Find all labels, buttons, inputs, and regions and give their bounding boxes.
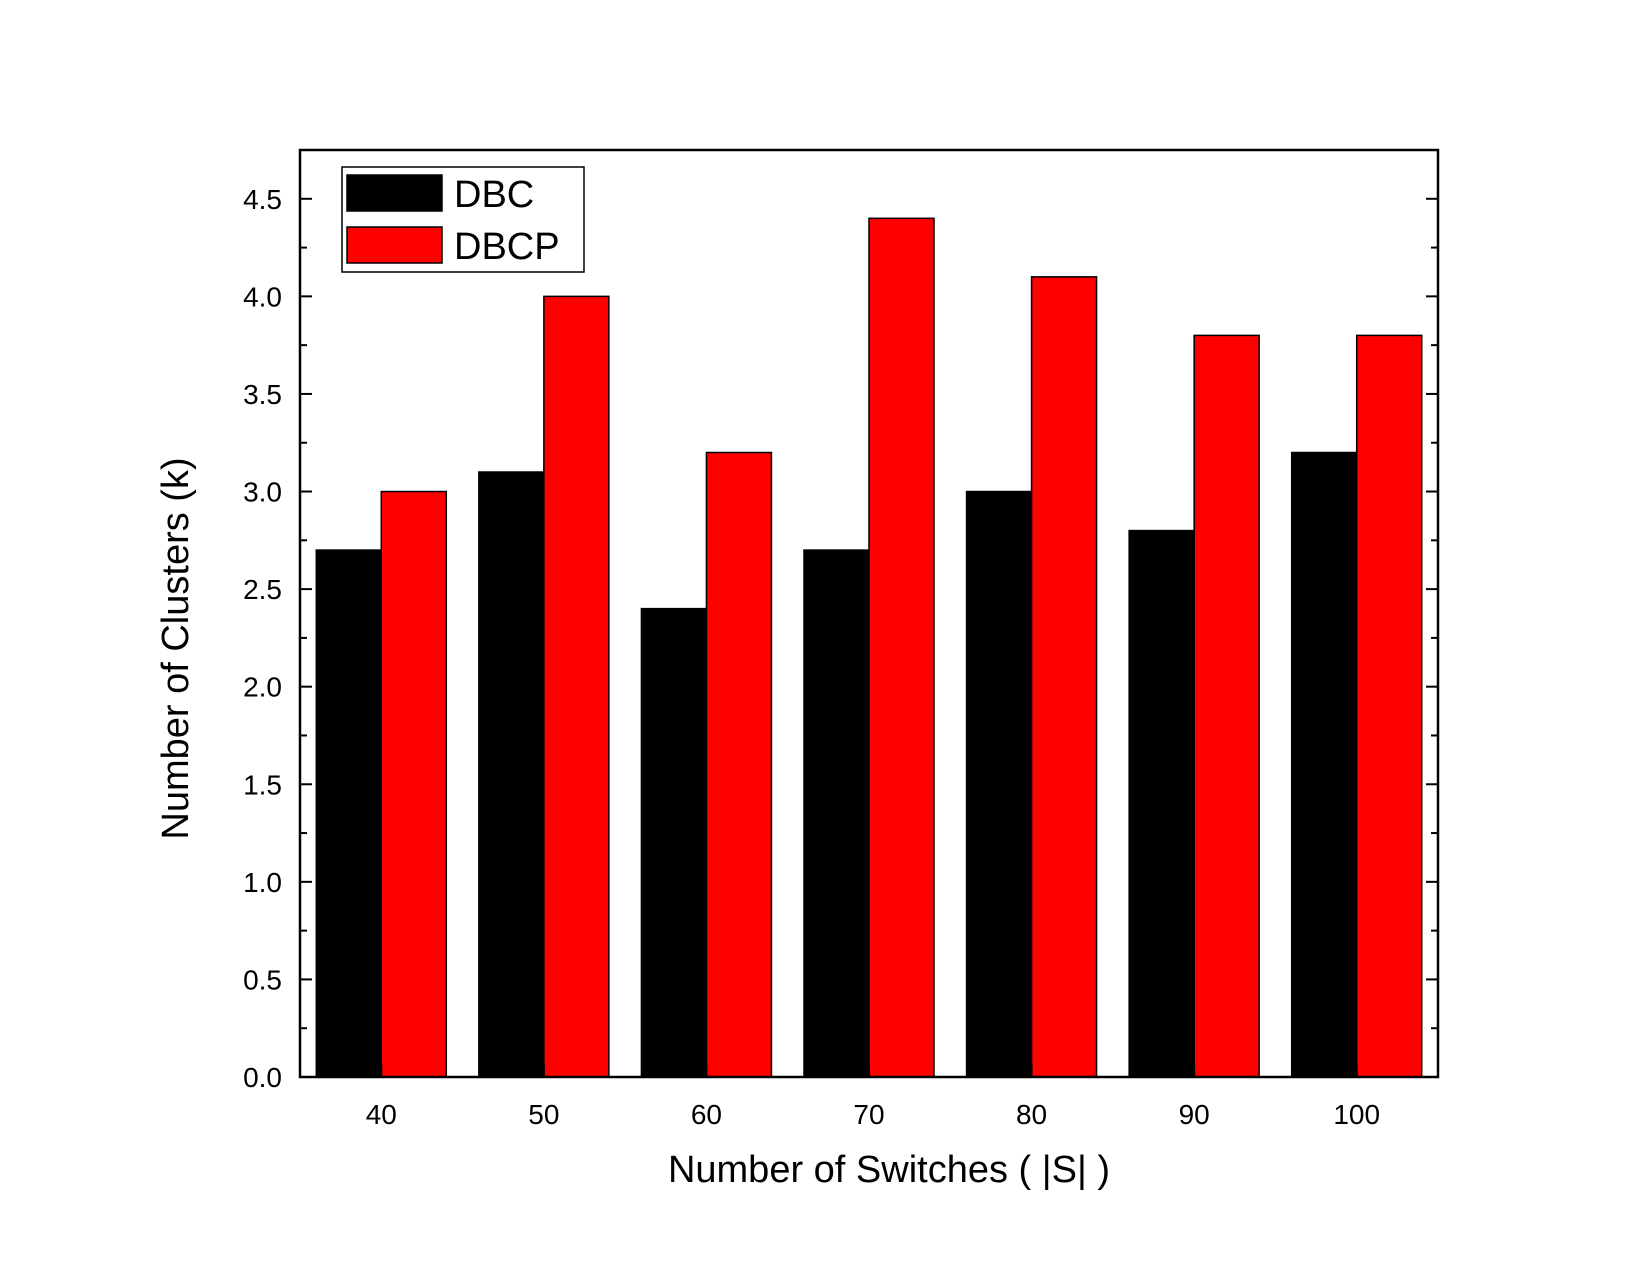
plot-frame bbox=[298, 148, 1440, 1079]
x-tick-label: 100 bbox=[1333, 1099, 1380, 1130]
y-tick-label: 2.0 bbox=[243, 672, 282, 703]
bar-dbcp-50 bbox=[543, 295, 610, 1078]
legend-label-dbc: DBC bbox=[454, 174, 534, 216]
x-axis: 40 50 60 70 80 90 100 bbox=[366, 1065, 1380, 1130]
y-tick-label: 3.5 bbox=[243, 379, 282, 410]
bar-dbc-90 bbox=[1128, 529, 1195, 1078]
x-axis-title: Number of Switches ( |S| ) bbox=[668, 1149, 1110, 1191]
y-axis: 0.0 0.5 1.0 1.5 2.0 2.5 3.0 3.5 4.0 4.5 bbox=[243, 149, 1438, 1093]
legend-swatch-dbc bbox=[346, 174, 443, 212]
bar-dbc-100 bbox=[1290, 451, 1358, 1078]
legend-label-dbcp: DBCP bbox=[454, 226, 560, 268]
bar-dbc-50 bbox=[478, 471, 545, 1078]
x-tick-label: 60 bbox=[691, 1099, 722, 1130]
y-tick-label: 3.0 bbox=[243, 477, 282, 508]
y-tick-label: 4.0 bbox=[243, 281, 282, 312]
y-tick-label: 1.5 bbox=[243, 769, 282, 800]
y-axis-title: Number of Clusters (k) bbox=[155, 457, 197, 839]
y-tick-label: 1.0 bbox=[243, 867, 282, 898]
bar-dbc-70 bbox=[803, 549, 870, 1078]
legend: DBC DBCP bbox=[341, 166, 585, 273]
bar-dbc-80 bbox=[965, 490, 1033, 1078]
bar-dbc-60 bbox=[640, 607, 708, 1078]
bars-group bbox=[315, 217, 1423, 1078]
y-tick-label: 2.5 bbox=[243, 574, 282, 605]
bar-dbcp-40 bbox=[380, 490, 448, 1078]
y-tick-label: 4.5 bbox=[243, 184, 282, 215]
bar-dbcp-70 bbox=[868, 217, 935, 1078]
x-tick-label: 90 bbox=[1179, 1099, 1210, 1130]
x-tick-label: 80 bbox=[1016, 1099, 1047, 1130]
y-tick-label: 0.5 bbox=[243, 964, 282, 995]
bar-dbcp-60 bbox=[705, 451, 773, 1078]
legend-swatch-dbcp bbox=[346, 226, 443, 264]
bar-dbcp-80 bbox=[1030, 276, 1098, 1078]
x-tick-label: 70 bbox=[853, 1099, 884, 1130]
y-tick-label: 0.0 bbox=[243, 1062, 282, 1093]
x-tick-label: 50 bbox=[528, 1099, 559, 1130]
x-tick-label: 40 bbox=[366, 1099, 397, 1130]
bar-dbcp-100 bbox=[1355, 334, 1423, 1078]
bar-dbcp-90 bbox=[1193, 334, 1260, 1078]
bar-dbc-40 bbox=[315, 549, 383, 1078]
